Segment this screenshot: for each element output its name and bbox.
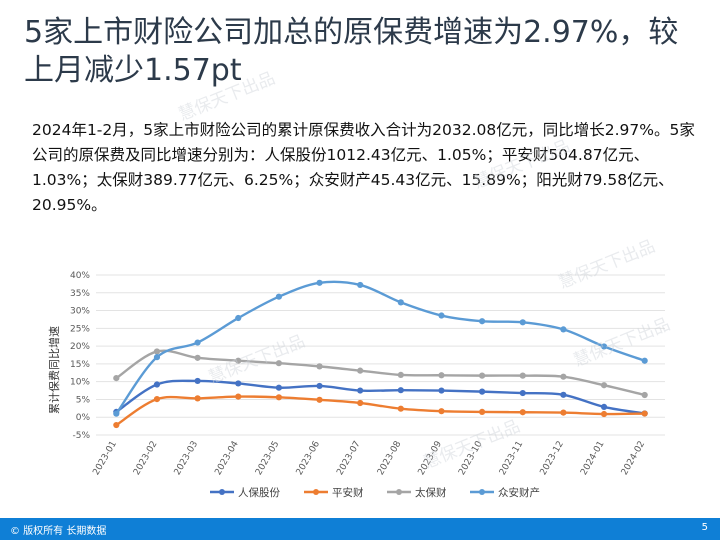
x-tick-label: 2023-06 [295,439,323,477]
data-point [438,387,445,394]
data-point [153,354,161,361]
data-point [275,384,282,391]
data-point [194,395,201,402]
legend-marker [396,489,402,495]
x-tick-label: 2023-11 [498,440,525,478]
data-point [275,293,282,300]
legend-label: 人保股份 [238,486,280,499]
data-point [357,387,364,394]
data-point [519,409,526,416]
legend-marker [479,489,485,495]
data-point [316,396,323,403]
series-line [115,349,645,397]
data-point [316,382,323,390]
x-tick-label: 2023-10 [457,439,485,477]
page-title: 5家上市财险公司加总的原保费增速为2.97%，较上月减少1.57pt [24,15,679,88]
data-point [600,382,608,389]
data-point [113,410,120,417]
x-tick-label: 2023-05 [254,440,281,478]
data-point [560,326,567,333]
x-tick-label: 2023-02 [132,440,159,478]
data-point [479,388,486,395]
data-point [641,391,648,399]
data-point [479,372,486,379]
y-tick-label: -5% [72,431,90,441]
data-point [397,405,404,412]
x-tick-label: 2023-03 [173,440,200,478]
chart-svg: -5% 0% 5% 10% 15% 20% 25% 30% 35% 40% 2023-01 2023-… [70,271,665,499]
data-point [235,314,242,322]
data-point [438,408,445,415]
data-point [600,403,608,411]
y-tick-label: 35% [70,289,90,299]
data-point [560,373,567,380]
data-point [357,367,364,374]
y-tick-label: 0% [76,413,91,423]
data-point [641,357,648,364]
y-tick-label: 15% [70,360,90,370]
data-point [519,319,526,326]
data-point [194,377,201,385]
page-number: 5 [701,522,708,533]
y-tick-label: 10% [70,378,90,388]
x-tick-label: 2023-07 [335,440,362,478]
data-point [560,409,567,416]
data-point [397,299,404,306]
legend-label: 太保财 [415,486,447,499]
legend-label: 平安财 [332,486,364,499]
summary-paragraph: 2024年1-2月，5家上市财险公司的累计原保费收入合计为2032.08亿元，同… [32,121,695,214]
y-tick-label: 5% [76,395,91,405]
data-point [519,372,526,379]
data-point [153,381,161,388]
x-tick-label: 2023-12 [539,440,566,478]
y-tick-label: 40% [70,271,90,281]
data-point [153,348,161,355]
data-point [194,339,201,346]
x-tick-label: 2024-01 [579,440,606,478]
data-point [641,410,648,417]
data-point [153,395,161,403]
data-point [397,387,404,394]
series-line [115,395,645,427]
data-point [479,408,486,415]
data-point [194,354,201,361]
data-point [519,389,526,397]
data-point [275,394,282,401]
data-point [113,375,120,382]
x-tick-label: 2023-09 [417,439,445,477]
data-point [397,371,404,379]
data-point [235,393,242,400]
data-point [113,421,120,429]
x-tick-label: 2024-02 [620,440,647,478]
series-line [115,379,645,415]
legend-label: 众安财产 [498,486,540,499]
data-point [600,410,608,418]
data-point [235,380,242,387]
line-chart: -5% 0% 5% 10% 15% 20% 25% 30% 35% 40% 2023-01 2023-… [40,262,680,510]
data-point [600,343,608,350]
y-axis-label: 累计保费同比增速 [48,326,61,414]
copyright-text: © 版权所有 长期数据 [10,526,107,537]
y-tick-label: 25% [70,324,90,334]
footer-bar: © 版权所有 长期数据 5 [0,518,720,540]
legend-marker [219,489,225,495]
data-point [357,399,364,407]
x-tick-label: 2023-04 [213,439,241,477]
data-point [316,363,323,370]
data-point [357,281,364,289]
x-tick-label: 2023-08 [376,439,404,477]
x-tick-label: 2023-01 [91,440,118,478]
y-tick-label: 30% [70,307,90,317]
data-point [316,279,323,286]
data-point [438,372,445,379]
y-tick-label: 20% [70,342,90,352]
data-point [560,391,567,398]
legend-marker [313,489,319,495]
data-point [479,318,486,325]
data-point [235,357,242,364]
data-point [275,360,282,367]
data-point [438,312,445,319]
